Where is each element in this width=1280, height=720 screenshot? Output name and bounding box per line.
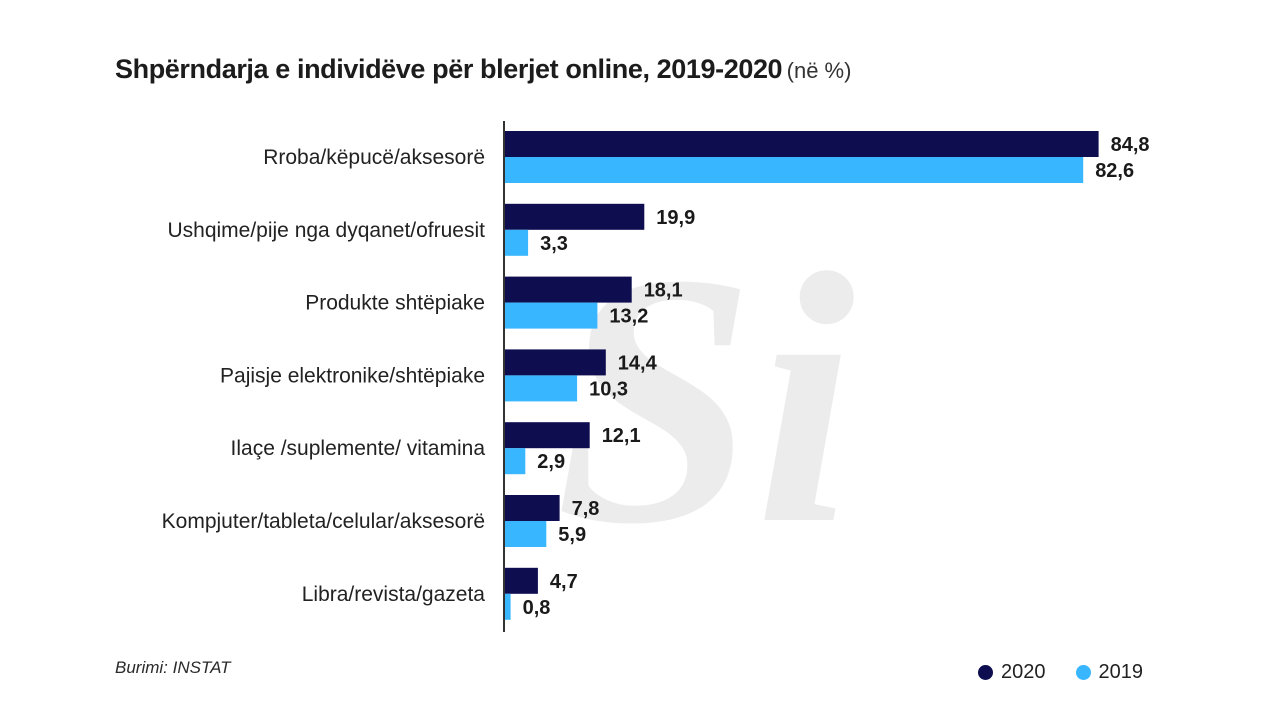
bar-2019 — [505, 375, 578, 402]
watermark-logo: Si — [555, 199, 856, 598]
category-label: Produkte shtëpiake — [305, 292, 485, 315]
data-label-2019: 2,9 — [537, 451, 565, 473]
data-label-2020: 7,8 — [572, 498, 600, 520]
bar-2020 — [505, 349, 606, 376]
bar-2020 — [505, 131, 1099, 157]
bar-2020 — [505, 422, 590, 449]
bar-2019 — [505, 593, 511, 620]
legend-label-2019: 2019 — [1098, 661, 1144, 683]
category-label: Ushqime/pije nga dyqanet/ofruesit — [167, 219, 485, 242]
bar-2020 — [505, 567, 538, 594]
category-label: Ilaçe /suplemente/ vitamina — [231, 437, 486, 460]
bar-2019 — [505, 229, 529, 256]
chart-unit: (në %) — [786, 58, 852, 83]
chart-title: Shpërndarja e individëve për blerjet onl… — [115, 54, 851, 85]
legend-item-2019: 2019 — [1075, 661, 1144, 684]
category-label: Kompjuter/tableta/celular/aksesorë — [162, 510, 485, 533]
bar-2019 — [505, 157, 1084, 183]
legend-swatch-2019 — [1075, 665, 1091, 680]
data-label-2019: 5,9 — [558, 524, 586, 546]
bar-2019 — [505, 448, 526, 475]
chart-title-text: Shpërndarja e individëve për blerjet onl… — [115, 54, 783, 84]
legend-item-2020: 2020 — [978, 661, 1046, 684]
source-note: Burimi: INSTAT — [115, 658, 231, 677]
bar-2019 — [505, 521, 547, 547]
data-label-2020: 12,1 — [602, 425, 641, 447]
bar-2020 — [505, 203, 645, 230]
legend-label-2020: 2020 — [1001, 661, 1046, 683]
data-label-2019: 10,3 — [589, 378, 628, 400]
category-label: Pajisje elektronike/shtëpiake — [220, 364, 485, 387]
legend: 2020 2019 — [978, 661, 1143, 684]
bar-2020 — [505, 276, 632, 303]
data-label-2019: 3,3 — [540, 233, 568, 255]
category-label: Libra/revista/gazeta — [302, 583, 486, 606]
bar-2019 — [505, 302, 598, 329]
data-label-2020: 18,1 — [644, 280, 683, 302]
data-label-2020: 14,4 — [618, 352, 658, 374]
legend-swatch-2020 — [978, 665, 993, 680]
data-label-2019: 13,2 — [609, 306, 648, 328]
bar-2020 — [505, 495, 560, 521]
data-label-2019: 82,6 — [1095, 160, 1134, 182]
data-label-2020: 84,8 — [1111, 134, 1150, 156]
data-label-2019: 0,8 — [523, 597, 551, 619]
data-label-2020: 19,9 — [656, 207, 695, 229]
category-label: Rroba/këpucë/aksesorë — [263, 146, 485, 169]
data-label-2020: 4,7 — [550, 571, 578, 593]
